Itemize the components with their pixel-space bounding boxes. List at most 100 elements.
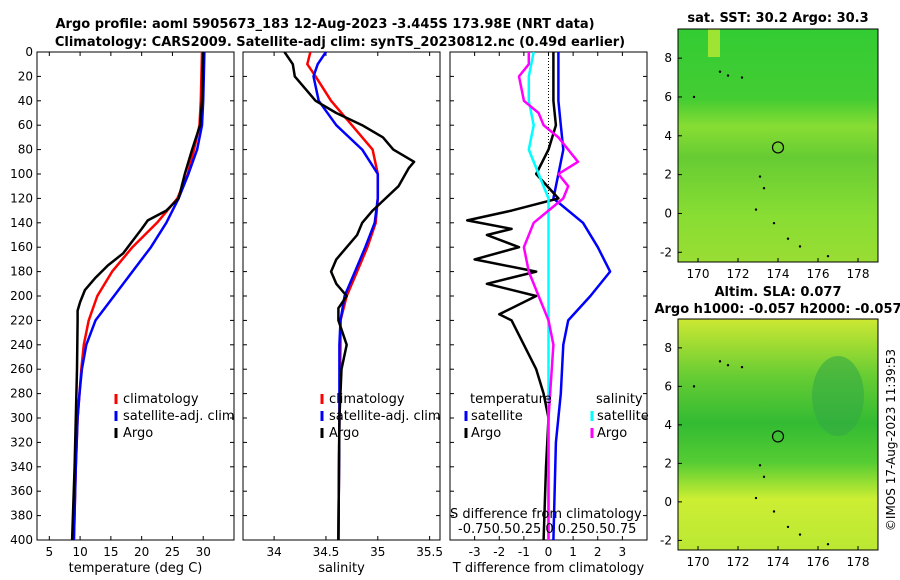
depth-tick-label: 320	[10, 435, 33, 449]
sst_map-island	[740, 76, 744, 79]
differences-xtick-label: -3	[469, 545, 481, 559]
sst_map-warm-patch	[708, 29, 720, 57]
differences-series-t-satellite	[552, 52, 612, 540]
depth-tick-label: 140	[10, 216, 33, 230]
salinity-diff-tick-labels: -0.750.50.25 0 0.250.50.75	[458, 522, 636, 537]
temperature-axes-box	[36, 51, 235, 541]
sst_map-island	[786, 237, 790, 240]
salinity-xtick-label: 35	[370, 545, 385, 559]
sla_map-ytick-label: 6	[664, 379, 672, 393]
sla_map-island	[798, 533, 802, 536]
sst_map-xtick-label: 170	[687, 267, 710, 281]
depth-tick-label: 180	[10, 265, 33, 279]
sst_map-xtick-label: 174	[767, 267, 790, 281]
depth-tick-label: 220	[10, 313, 33, 327]
depth-tick-label: 100	[10, 167, 33, 181]
diff-legend-label: Argo	[597, 426, 627, 441]
sla_map-anomaly-blob	[812, 356, 864, 436]
sla_map-xtick-label: 176	[807, 555, 830, 569]
depth-tick-label: 400	[10, 533, 33, 547]
differences-series-s-argo	[517, 52, 580, 540]
depth-tick-label: 340	[10, 460, 33, 474]
salinity-xlabel: salinity	[318, 561, 365, 576]
differences-xtick-label: 3	[619, 545, 627, 559]
depth-tick-label: 120	[10, 191, 33, 205]
depth-tick-label: 40	[18, 94, 33, 108]
salinity-diff-axis-label: S difference from climatology	[450, 507, 642, 522]
sst_map-argo-marker	[771, 141, 785, 154]
temperature-xtick-label: 15	[103, 545, 118, 559]
sla_map-xtick-label: 172	[727, 555, 750, 569]
temperature-xtick-label: 10	[72, 545, 87, 559]
sst_map-title: sat. SST: 30.2 Argo: 30.3	[687, 11, 868, 26]
sst_map-ytick-label: 2	[664, 168, 672, 182]
temperature-series-satellite-adj.-clim	[72, 52, 206, 540]
sla_map-island	[772, 510, 776, 513]
temperature-xtick-label: 30	[196, 545, 211, 559]
sla_map-island	[754, 496, 758, 500]
sst_map-island	[762, 187, 766, 190]
salinity-xtick-label: 34.5	[313, 545, 340, 559]
sla_map-island	[826, 543, 830, 546]
diff-legend-label: satellite	[471, 409, 523, 424]
depth-tick-label: 80	[18, 143, 33, 157]
sst_map-island	[754, 208, 758, 211]
figure-title-line1: Argo profile: aoml 5905673_183 12-Aug-20…	[55, 17, 594, 32]
depth-tick-label: 360	[10, 484, 33, 498]
sst_map-ytick-label: 6	[664, 90, 672, 104]
salinity-xtick-label: 34	[266, 545, 281, 559]
differences-xtick-label: 2	[594, 545, 602, 559]
sla_map-xtick-label: 178	[847, 555, 870, 569]
salinity-series-argo	[283, 52, 416, 540]
differences-panel: -3 -2 -1 0 1 2 3 T difference from climatology t…	[449, 51, 649, 576]
salinity-legend-label: climatology	[329, 392, 405, 407]
sla_map-ytick-label: 4	[664, 418, 672, 432]
depth-tick-label: 0	[25, 45, 33, 59]
differences-xtick-label: -2	[493, 545, 505, 559]
figure-title-line2: Climatology: CARS2009. Satellite-adj cli…	[55, 35, 625, 50]
differences-xtick-label: -1	[518, 545, 530, 559]
sst_map-panel: 170 172 174 176 178 -2 0 2 4 6 8 sat. SST: 30.2 Arg…	[660, 11, 879, 281]
sla_map-island	[758, 464, 762, 467]
temperature-panel: 0 20 40 60 80 100 120 140 160 180 200 220 240 260 280 3…	[10, 45, 235, 576]
depth-tick-label: 280	[10, 387, 33, 401]
sla_map-panel: 170 172 174 176 178 -2 0 2 4 6 8 Altim. SLA: 0.077 A…	[654, 285, 900, 569]
sst_map-ytick-label: 4	[664, 129, 672, 143]
temperature-xtick-label: 20	[134, 545, 149, 559]
salinity-panel: 34 34.5 35 35.5 salinity climatology satellite…	[242, 51, 443, 576]
sla_map-island	[762, 475, 766, 479]
depth-tick-label: 260	[10, 362, 33, 376]
sst_map-xtick-label: 176	[807, 267, 830, 281]
sla_map-argo-marker	[771, 430, 785, 443]
depth-tick-label: 20	[18, 69, 33, 83]
sla_map-island	[718, 360, 722, 363]
sst_map-island	[826, 254, 830, 258]
sla_map-island	[740, 365, 744, 369]
sst_map-island	[718, 70, 722, 73]
sla_map-xtick-label: 174	[767, 555, 790, 569]
temperature-series-argo	[70, 52, 205, 540]
sla_map-field	[678, 319, 878, 550]
temperature-xtick-label: 5	[45, 545, 53, 559]
temperature-xtick-label: 25	[165, 545, 180, 559]
sst_map-island	[758, 175, 762, 178]
depth-tick-label: 240	[10, 338, 33, 352]
sla_map-title: Altim. SLA: 0.077	[715, 285, 842, 300]
differences-xtick-label: 0	[545, 545, 553, 559]
sst_map-island	[692, 95, 696, 99]
sst_map-ytick-label: 0	[664, 206, 672, 220]
depth-tick-label: 160	[10, 240, 33, 254]
sla_map-ytick-label: 0	[664, 495, 672, 509]
sst_map-island	[772, 221, 776, 225]
salinity-legend-label: Argo	[329, 426, 359, 441]
sst_map-xtick-label: 172	[727, 267, 750, 281]
salinity-xtick-label: 35.5	[416, 545, 443, 559]
temperature-legend-label: Argo	[123, 426, 153, 441]
sst_map-ytick-label: -2	[660, 245, 672, 259]
depth-tick-label: 60	[18, 118, 33, 132]
differences-xlabel: T difference from climatology	[452, 561, 645, 576]
diff-legend-label: satellite	[597, 409, 649, 424]
diff-legend-title-temperature: temperature	[470, 392, 552, 407]
sst_map-island	[726, 74, 730, 77]
